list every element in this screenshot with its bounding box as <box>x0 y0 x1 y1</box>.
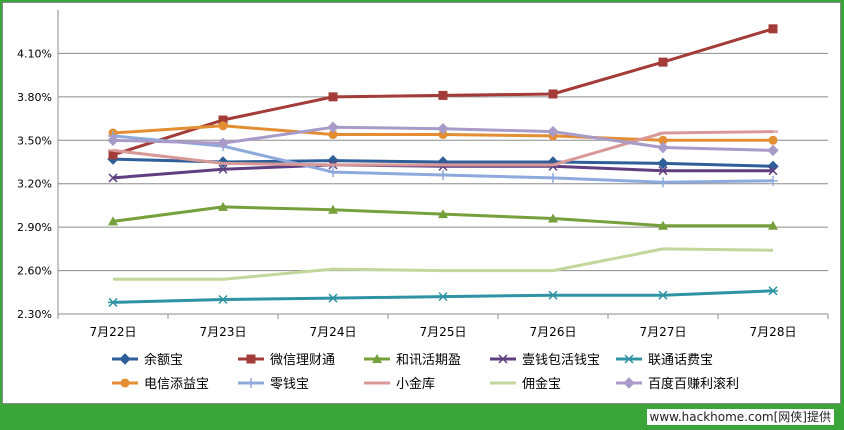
legend-label: 壹钱包活钱宝 <box>522 353 600 368</box>
x-tick-label: 7月27日 <box>640 325 687 339</box>
data-point <box>438 129 448 139</box>
legend-marker <box>119 353 131 365</box>
watermark-text: www.hackhome.com[网侠]提供 <box>646 409 834 425</box>
data-point <box>658 177 668 188</box>
legend-label: 佣金宝 <box>522 376 561 392</box>
data-point <box>658 290 668 300</box>
y-tick-label: 2.30% <box>17 308 52 321</box>
legend-marker <box>246 354 256 364</box>
y-tick-label: 2.90% <box>17 221 52 234</box>
data-point <box>768 166 778 176</box>
data-point <box>218 115 228 125</box>
data-point <box>328 293 338 303</box>
chart-panel <box>2 2 841 404</box>
legend-label: 零钱宝 <box>270 377 309 392</box>
data-point <box>108 173 118 183</box>
data-point <box>438 292 448 302</box>
legend-marker <box>498 354 508 364</box>
data-point <box>768 175 778 186</box>
data-point <box>107 134 119 146</box>
data-point <box>658 57 668 67</box>
data-point <box>438 90 448 100</box>
data-point <box>438 170 448 181</box>
data-point <box>328 167 338 178</box>
footer-bar: www.hackhome.com[网侠]提供 <box>0 404 844 430</box>
legend-label: 和讯活期盈 <box>396 353 461 368</box>
data-point <box>768 135 778 145</box>
data-point <box>767 144 779 157</box>
x-tick-label: 7月28日 <box>750 325 797 339</box>
legend-label: 电信添益宝 <box>144 377 209 392</box>
data-point <box>548 290 558 300</box>
data-point <box>657 157 669 170</box>
data-point <box>218 164 228 174</box>
data-point <box>547 125 559 138</box>
y-tick-label: 2.60% <box>17 265 52 278</box>
data-point <box>548 172 558 183</box>
data-point <box>218 294 228 305</box>
data-point <box>108 150 118 160</box>
data-point <box>328 204 338 214</box>
data-point <box>657 141 669 154</box>
data-point <box>768 24 778 34</box>
legend-label: 余额宝 <box>144 352 183 368</box>
x-tick-label: 7月22日 <box>90 325 137 339</box>
legend-marker <box>246 378 256 388</box>
legend-label: 百度百赚利滚利 <box>648 376 739 392</box>
line-chart: 2.30% 2.60% 2.90% 3.20% 3.50% 3.80% 4.10% 7月22日… <box>17 10 829 392</box>
data-point <box>768 286 778 296</box>
x-tick-label: 7月25日 <box>420 325 467 339</box>
data-point <box>658 166 668 176</box>
data-point <box>658 220 668 230</box>
legend-marker <box>624 354 634 364</box>
legend-label: 微信理财通 <box>270 353 335 368</box>
legend-label: 小金库 <box>396 376 435 392</box>
x-tick-label: 7月26日 <box>530 325 577 339</box>
data-point <box>768 220 778 230</box>
data-point <box>218 121 228 131</box>
data-point <box>548 89 558 99</box>
x-tick-label: 7月23日 <box>200 325 247 339</box>
y-tick-label: 3.20% <box>17 178 52 191</box>
data-point <box>437 122 449 135</box>
y-tick-label: 4.10% <box>17 47 52 60</box>
x-tick-label: 7月24日 <box>310 325 357 339</box>
data-point <box>328 129 338 139</box>
data-point <box>328 92 338 102</box>
data-point <box>218 201 228 211</box>
data-point <box>108 297 118 307</box>
data-point <box>108 216 118 226</box>
y-tick-label: 3.80% <box>17 91 52 104</box>
data-point <box>327 121 339 133</box>
series-line-9 <box>113 247 774 281</box>
legend-marker <box>120 378 130 388</box>
data-point <box>658 135 668 145</box>
legend-marker <box>372 354 382 363</box>
data-point <box>548 213 558 223</box>
legend-marker <box>623 377 635 389</box>
legend-label: 联通话费宝 <box>648 353 713 368</box>
y-tick-label: 3.50% <box>17 134 52 147</box>
data-point <box>438 209 448 219</box>
data-point <box>217 137 229 149</box>
